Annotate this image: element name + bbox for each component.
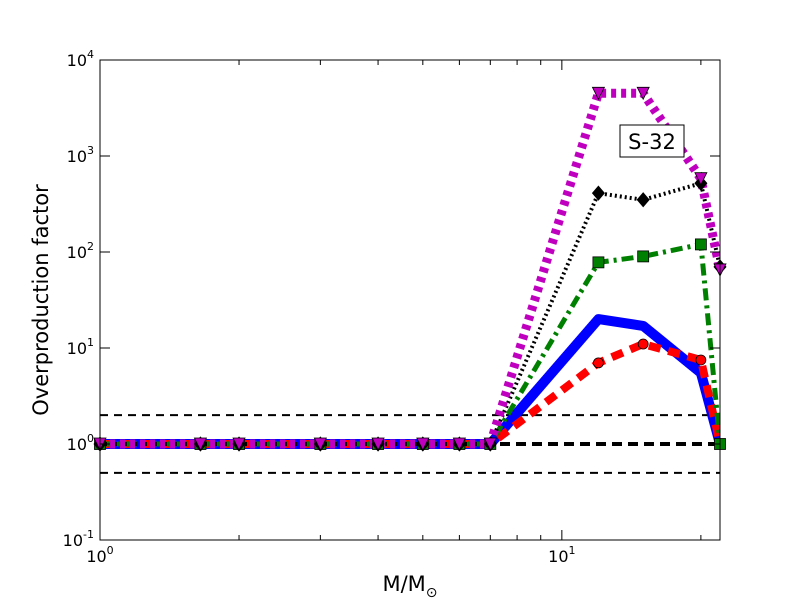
tick-label: 101	[67, 336, 94, 358]
data-point-marker	[636, 86, 650, 101]
data-point-marker	[695, 354, 707, 366]
data-point-marker	[452, 437, 467, 451]
data-point-marker	[694, 238, 707, 251]
data-point-marker	[592, 256, 605, 269]
tick-label: 103	[67, 144, 94, 166]
data-point-marker	[313, 437, 328, 451]
data-point-marker	[591, 185, 605, 201]
data-point-marker	[483, 437, 497, 451]
tick-label: 10-1	[63, 528, 94, 550]
tick-label: 100	[67, 432, 94, 454]
tick-label: 100	[86, 544, 113, 566]
data-point-marker	[636, 192, 650, 208]
annotation-box: S-32	[619, 124, 685, 158]
data-point-marker	[193, 437, 208, 451]
data-point-marker	[232, 437, 246, 451]
plot-frame	[99, 59, 721, 541]
data-point-marker	[637, 338, 649, 350]
data-point-marker	[593, 357, 604, 369]
data-point-marker	[371, 437, 385, 451]
data-point-marker	[637, 250, 650, 263]
plot-background	[100, 60, 720, 540]
tick-label: 104	[67, 48, 94, 70]
y-axis-title: Overproduction factor	[29, 184, 53, 416]
tick-label: 101	[548, 544, 575, 566]
tick-label: 102	[67, 240, 94, 262]
data-point-marker	[416, 437, 430, 451]
annotation-label: S-32	[628, 130, 676, 154]
x-axis-title: M/M⊙	[382, 572, 437, 600]
data-point-marker	[591, 86, 606, 101]
data-point-marker	[694, 172, 708, 186]
